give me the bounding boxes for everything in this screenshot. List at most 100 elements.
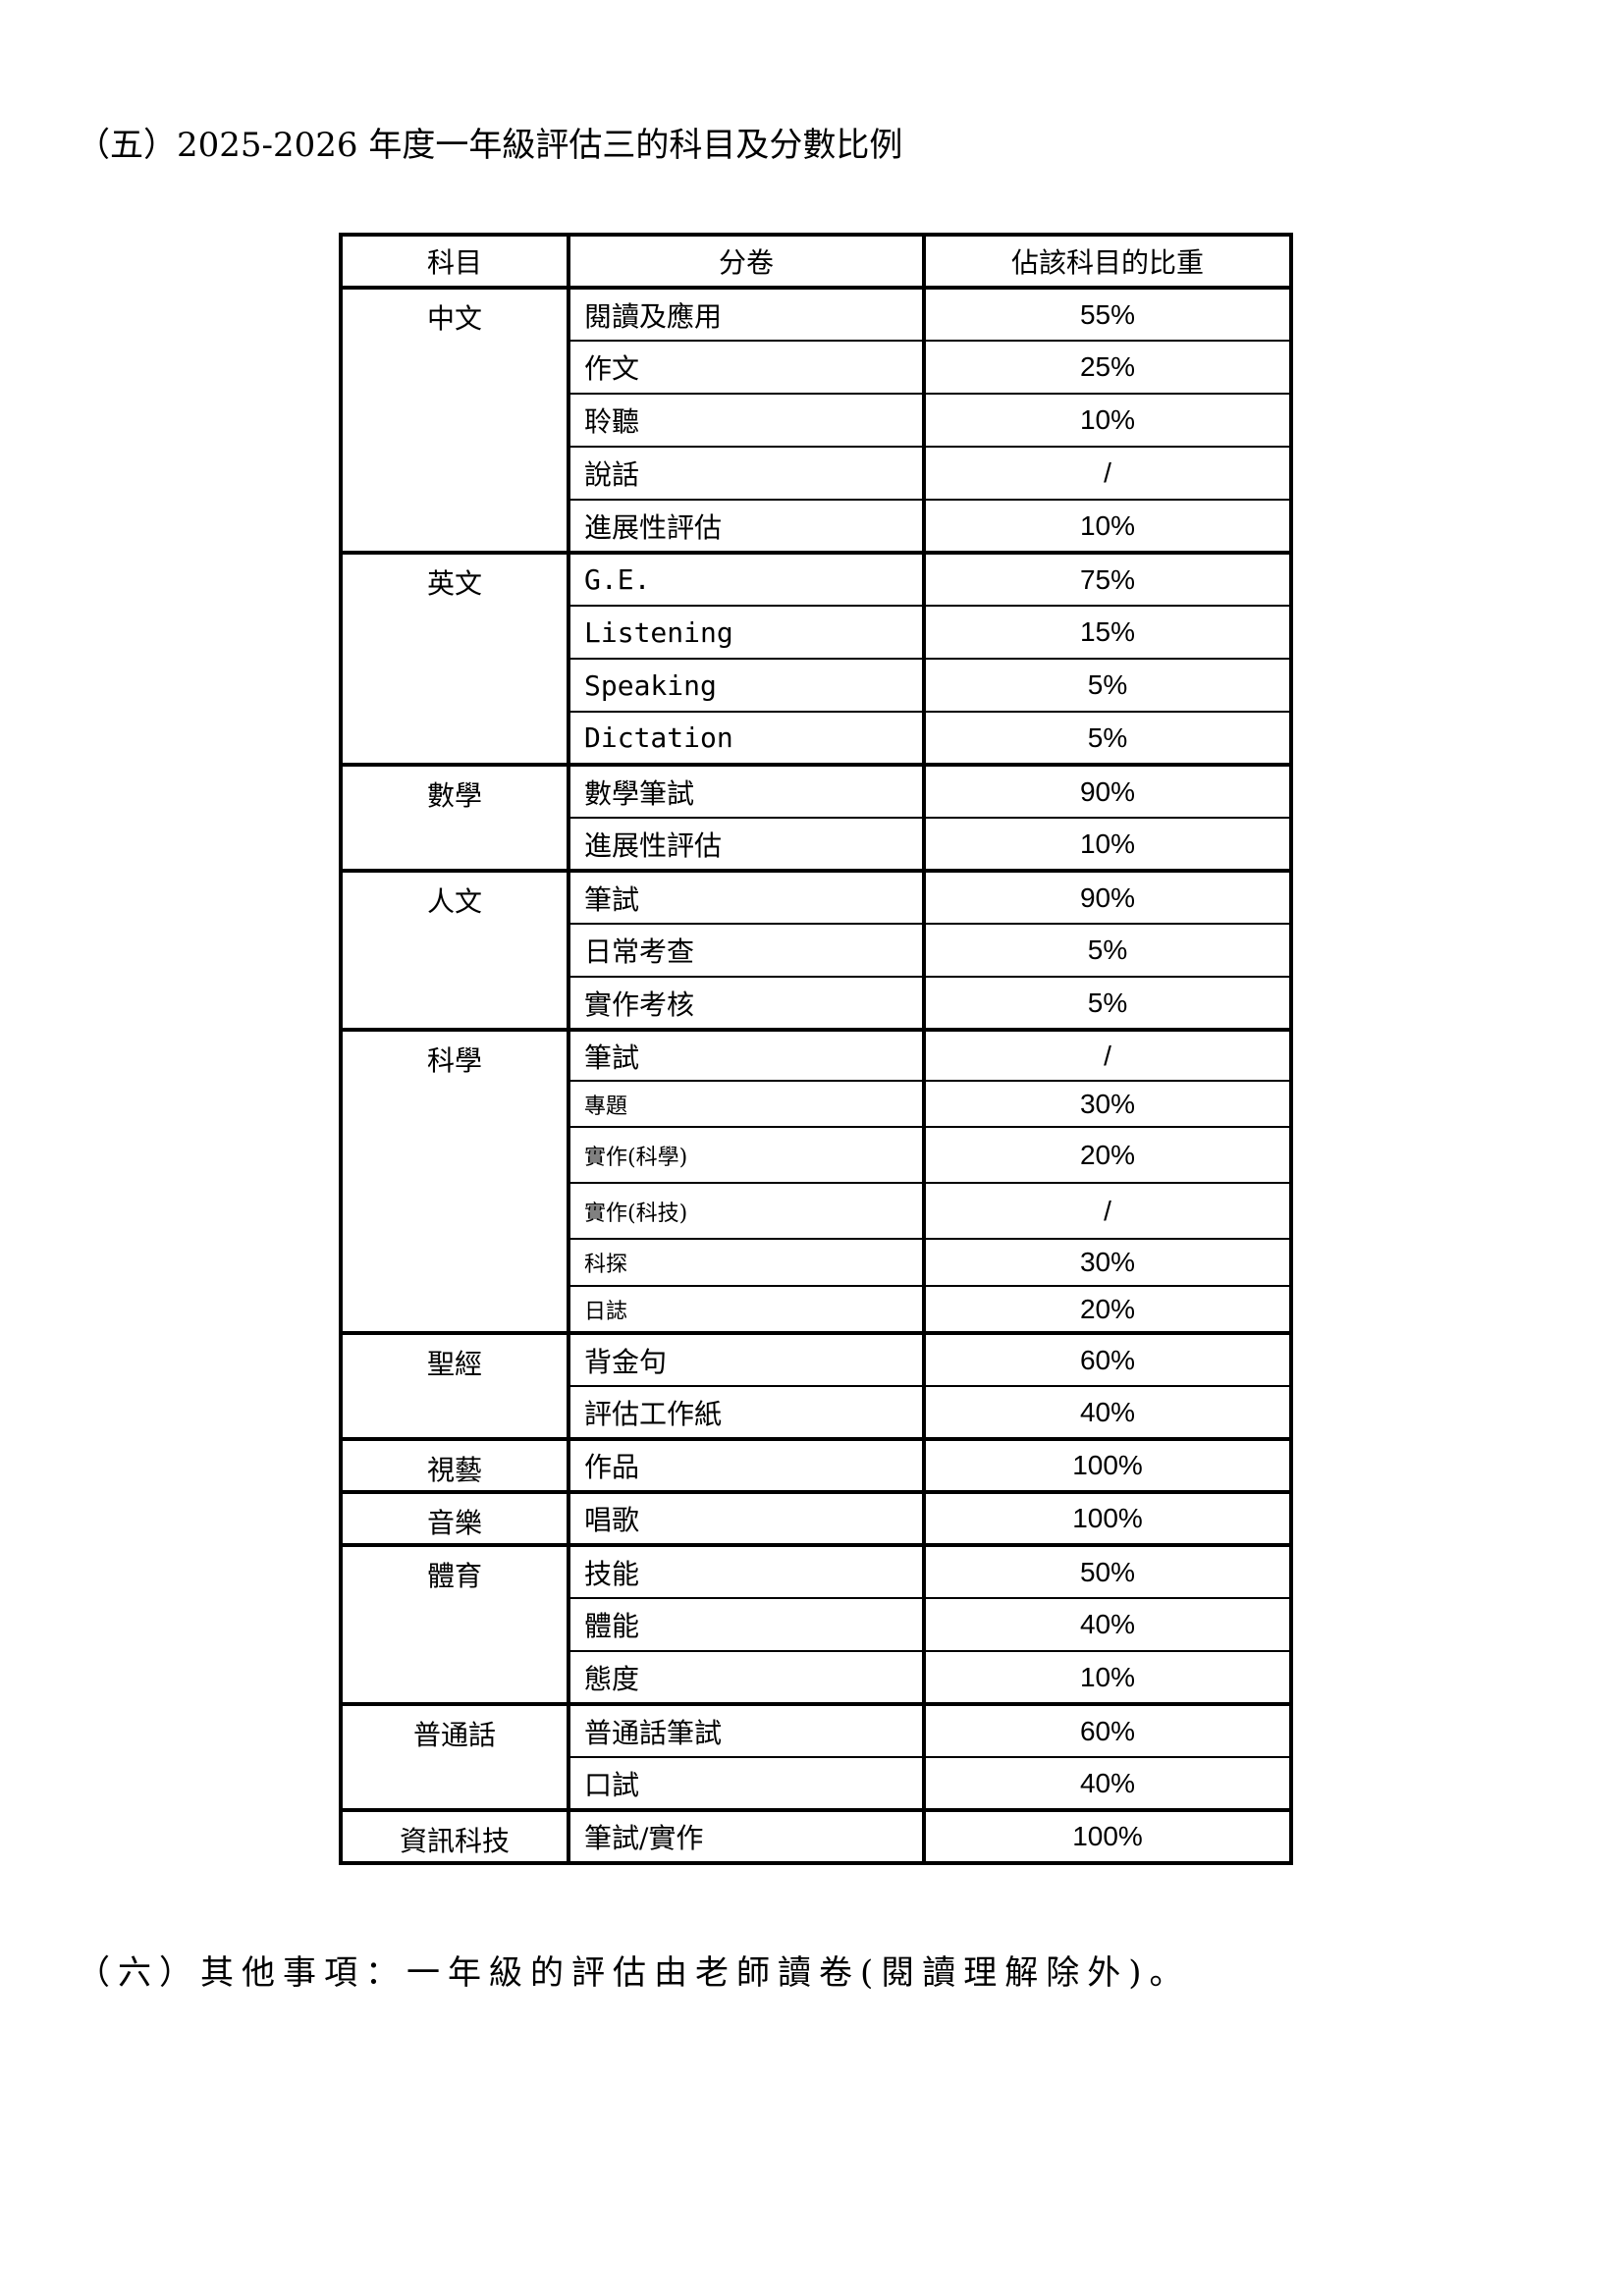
header-weight: 佔該科目的比重 xyxy=(923,234,1292,290)
paper-cell: 口試 xyxy=(568,1756,926,1811)
weight-cell: 40% xyxy=(923,1385,1292,1440)
subject-cell: 聖經 xyxy=(340,1331,570,1440)
assessment-weight-table: 科目 分卷 佔該科目的比重 中文 閱讀及應用 55% 作文 25% 聆聽 10% 說話 / 進展性… xyxy=(339,233,1293,1865)
weight-cell: 30% xyxy=(923,1080,1292,1128)
weight-cell: 40% xyxy=(923,1597,1292,1652)
weight-cell: / xyxy=(923,1028,1292,1082)
paper-cell: 實作(科技) xyxy=(568,1182,926,1240)
paper-cell: 說話 xyxy=(568,446,926,501)
table-row: 實作考核 5% xyxy=(341,976,1292,1031)
weight-cell: 60% xyxy=(923,1331,1292,1387)
paper-cell: Speaking xyxy=(568,658,926,713)
weight-cell: 5% xyxy=(923,976,1292,1031)
paper-cell: 唱歌 xyxy=(568,1490,926,1546)
paper-cell: 進展性評估 xyxy=(568,499,926,554)
table-row: 音樂 唱歌 100% xyxy=(340,1490,1292,1546)
subject-cell: 中文 xyxy=(340,286,570,554)
weight-cell: 20% xyxy=(923,1126,1292,1184)
table-row: 作文 25% xyxy=(341,340,1292,395)
weight-cell: 75% xyxy=(923,551,1292,607)
paper-cell: 日常考查 xyxy=(568,923,926,978)
paper-cell: 態度 xyxy=(568,1650,926,1705)
paper-cell: 體能 xyxy=(568,1597,926,1652)
weight-cell: 50% xyxy=(923,1543,1292,1599)
weight-cell: 55% xyxy=(923,286,1292,342)
table-row: 實作(科技) / xyxy=(341,1182,1292,1240)
subject-cell: 體育 xyxy=(340,1543,570,1705)
paper-cell: 筆試/實作 xyxy=(568,1808,926,1864)
table-row: 中文 閱讀及應用 55% xyxy=(340,286,1292,554)
subject-cell: 視藝 xyxy=(340,1437,570,1493)
paper-cell: 普通話筆試 xyxy=(568,1702,926,1758)
weight-cell: 40% xyxy=(923,1756,1292,1811)
table-row: 體能 40% xyxy=(341,1597,1292,1652)
weight-cell: 20% xyxy=(923,1285,1292,1334)
table-row: 進展性評估 10% xyxy=(341,499,1292,554)
table-row: 人文 筆試 90% xyxy=(340,869,1292,1031)
weight-cell: 10% xyxy=(923,1650,1292,1705)
subject-cell: 普通話 xyxy=(340,1702,570,1811)
header-paper: 分卷 xyxy=(568,234,926,290)
paper-cell: 筆試 xyxy=(568,1028,926,1082)
subject-cell: 人文 xyxy=(340,869,570,1031)
subject-cell: 數學 xyxy=(340,763,570,872)
paper-cell: 筆試 xyxy=(568,869,926,925)
weight-cell: 10% xyxy=(923,393,1292,448)
weight-cell: 30% xyxy=(923,1238,1292,1287)
table-header-row: 科目 分卷 佔該科目的比重 xyxy=(340,234,1292,290)
paper-cell: Dictation xyxy=(568,711,926,766)
paper-cell: 聆聽 xyxy=(568,393,926,448)
weight-cell: 15% xyxy=(923,605,1292,660)
subject-cell: 英文 xyxy=(340,551,570,766)
table-row: 專題 30% xyxy=(341,1080,1292,1128)
table-body: 中文 閱讀及應用 55% 作文 25% 聆聽 10% 說話 / 進展性評估 10% 英文 G.E. 75%… xyxy=(340,286,1292,1864)
weight-cell: 60% xyxy=(923,1702,1292,1758)
paper-cell: 實作考核 xyxy=(568,976,926,1031)
weight-cell: 100% xyxy=(923,1490,1292,1546)
table-row: 聆聽 10% xyxy=(341,393,1292,448)
table-row: Dictation 5% xyxy=(341,711,1292,766)
paper-cell: 數學筆試 xyxy=(568,763,926,819)
table-row: 體育 技能 50% xyxy=(340,1543,1292,1705)
table-row: 科學 筆試 / xyxy=(340,1028,1292,1334)
weight-cell: / xyxy=(923,1182,1292,1240)
table-row: 進展性評估 10% xyxy=(341,817,1292,872)
table-row: 視藝 作品 100% xyxy=(340,1437,1292,1493)
table-row: 口試 40% xyxy=(341,1756,1292,1811)
paper-cell: 技能 xyxy=(568,1543,926,1599)
subject-cell: 科學 xyxy=(340,1028,570,1334)
paper-cell: 作品 xyxy=(568,1437,926,1493)
weight-cell: / xyxy=(923,446,1292,501)
table-row: 日誌 20% xyxy=(341,1285,1292,1334)
table-row: 聖經 背金句 60% xyxy=(340,1331,1292,1440)
weight-cell: 25% xyxy=(923,340,1292,395)
paper-cell: 作文 xyxy=(568,340,926,395)
paper-cell: G.E. xyxy=(568,551,926,607)
table-row: 態度 10% xyxy=(341,1650,1292,1705)
paper-cell: 專題 xyxy=(568,1080,926,1128)
weight-cell: 5% xyxy=(923,923,1292,978)
paper-cell: 實作(科學) xyxy=(568,1126,926,1184)
weight-cell: 100% xyxy=(923,1808,1292,1864)
paper-cell: 進展性評估 xyxy=(568,817,926,872)
section-title: （五）2025-2026 年度一年級評估三的科目及分數比例 xyxy=(77,126,903,165)
weight-cell: 5% xyxy=(923,711,1292,766)
weight-cell: 10% xyxy=(923,817,1292,872)
paper-cell: Listening xyxy=(568,605,926,660)
paper-cell: 背金句 xyxy=(568,1331,926,1387)
table-row: Speaking 5% xyxy=(341,658,1292,713)
paper-cell: 科探 xyxy=(568,1238,926,1287)
subject-cell: 音樂 xyxy=(340,1490,570,1546)
subject-cell: 資訊科技 xyxy=(340,1808,570,1864)
paper-cell: 評估工作紙 xyxy=(568,1385,926,1440)
table-row: Listening 15% xyxy=(341,605,1292,660)
weight-cell: 90% xyxy=(923,869,1292,925)
table-row: 英文 G.E. 75% xyxy=(340,551,1292,766)
weight-cell: 10% xyxy=(923,499,1292,554)
table-row: 日常考查 5% xyxy=(341,923,1292,978)
paper-cell: 日誌 xyxy=(568,1285,926,1334)
other-notes: （六）其他事項：一年級的評估由老師讀卷(閱讀理解除外)。 xyxy=(77,1953,1191,1993)
table-row: 數學 數學筆試 90% xyxy=(340,763,1292,872)
header-subject: 科目 xyxy=(340,234,570,290)
weight-cell: 90% xyxy=(923,763,1292,819)
